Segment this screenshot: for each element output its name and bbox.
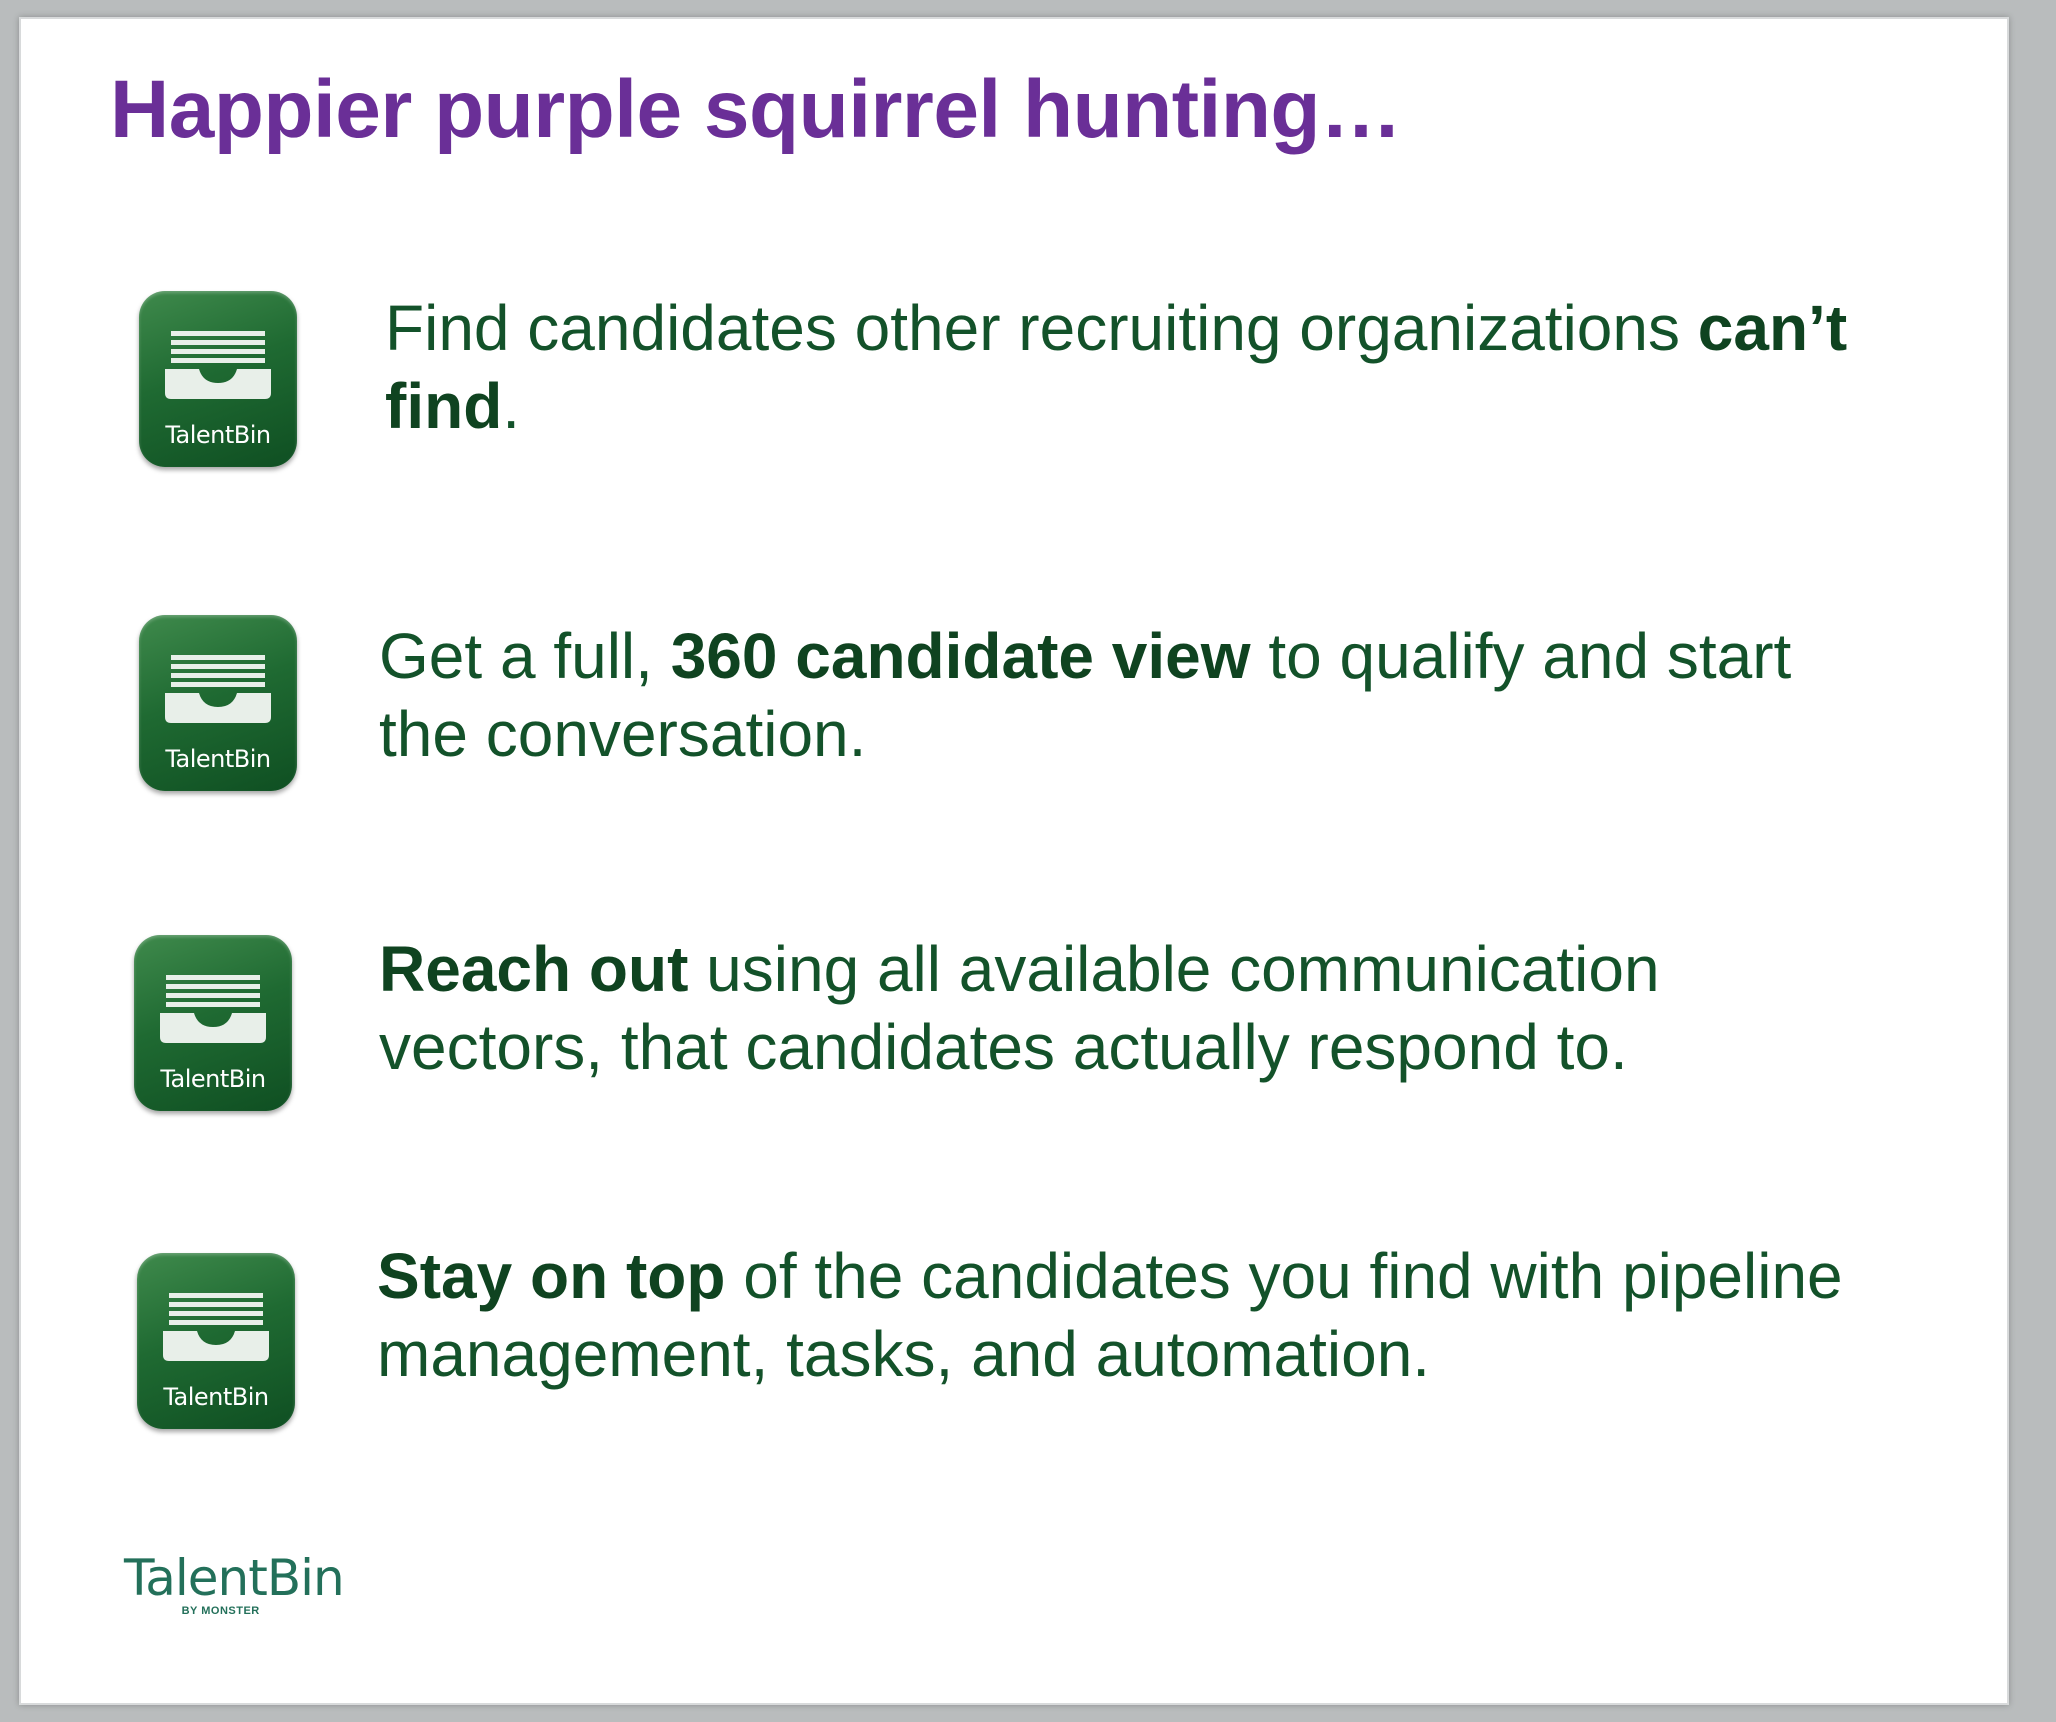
talentbin-app-icon: TalentBin [137, 1253, 295, 1429]
text-segment: . [502, 370, 521, 442]
feature-text: Stay on top of the candidates you find w… [377, 1237, 1857, 1393]
bold-text-segment: can’t find [385, 292, 1848, 442]
feature-text: Get a full, 360 candidate view to qualif… [379, 617, 1859, 773]
logo-subtext: BY MONSTER [181, 1605, 260, 1617]
text-segment: of the candidates you find with pipeline… [377, 1240, 1843, 1390]
talentbin-app-icon: TalentBin [139, 291, 297, 467]
inbox-tray-icon [165, 655, 271, 723]
icon-label: TalentBin [163, 1383, 269, 1411]
inbox-tray-icon [160, 975, 266, 1043]
talentbin-app-icon: TalentBin [134, 935, 292, 1111]
bold-text-segment: Reach out [379, 933, 689, 1005]
text-segment: to qualify and start the conversation. [379, 620, 1792, 770]
inbox-tray-icon [163, 1293, 269, 1361]
slide: Happier purple squirrel hunting… TalentB… [19, 17, 2009, 1705]
feature-text: Find candidates other recruiting organiz… [385, 289, 1865, 445]
icon-label: TalentBin [165, 421, 271, 449]
talentbin-logo: TalentBin BY MONSTER [124, 1549, 345, 1617]
text-segment: Find candidates other recruiting organiz… [385, 292, 1698, 364]
slide-title: Happier purple squirrel hunting… [110, 64, 1402, 155]
text-segment: using all available communication vector… [379, 933, 1660, 1083]
icon-label: TalentBin [160, 1065, 266, 1093]
feature-text: Reach out using all available communicat… [379, 930, 1859, 1086]
talentbin-app-icon: TalentBin [139, 615, 297, 791]
bold-text-segment: Stay on top [377, 1240, 726, 1312]
bold-text-segment: 360 candidate view [670, 620, 1251, 692]
text-segment: Get a full, [379, 620, 671, 692]
logo-wordmark: TalentBin [124, 1549, 345, 1607]
inbox-tray-icon [165, 331, 271, 399]
icon-label: TalentBin [165, 745, 271, 773]
